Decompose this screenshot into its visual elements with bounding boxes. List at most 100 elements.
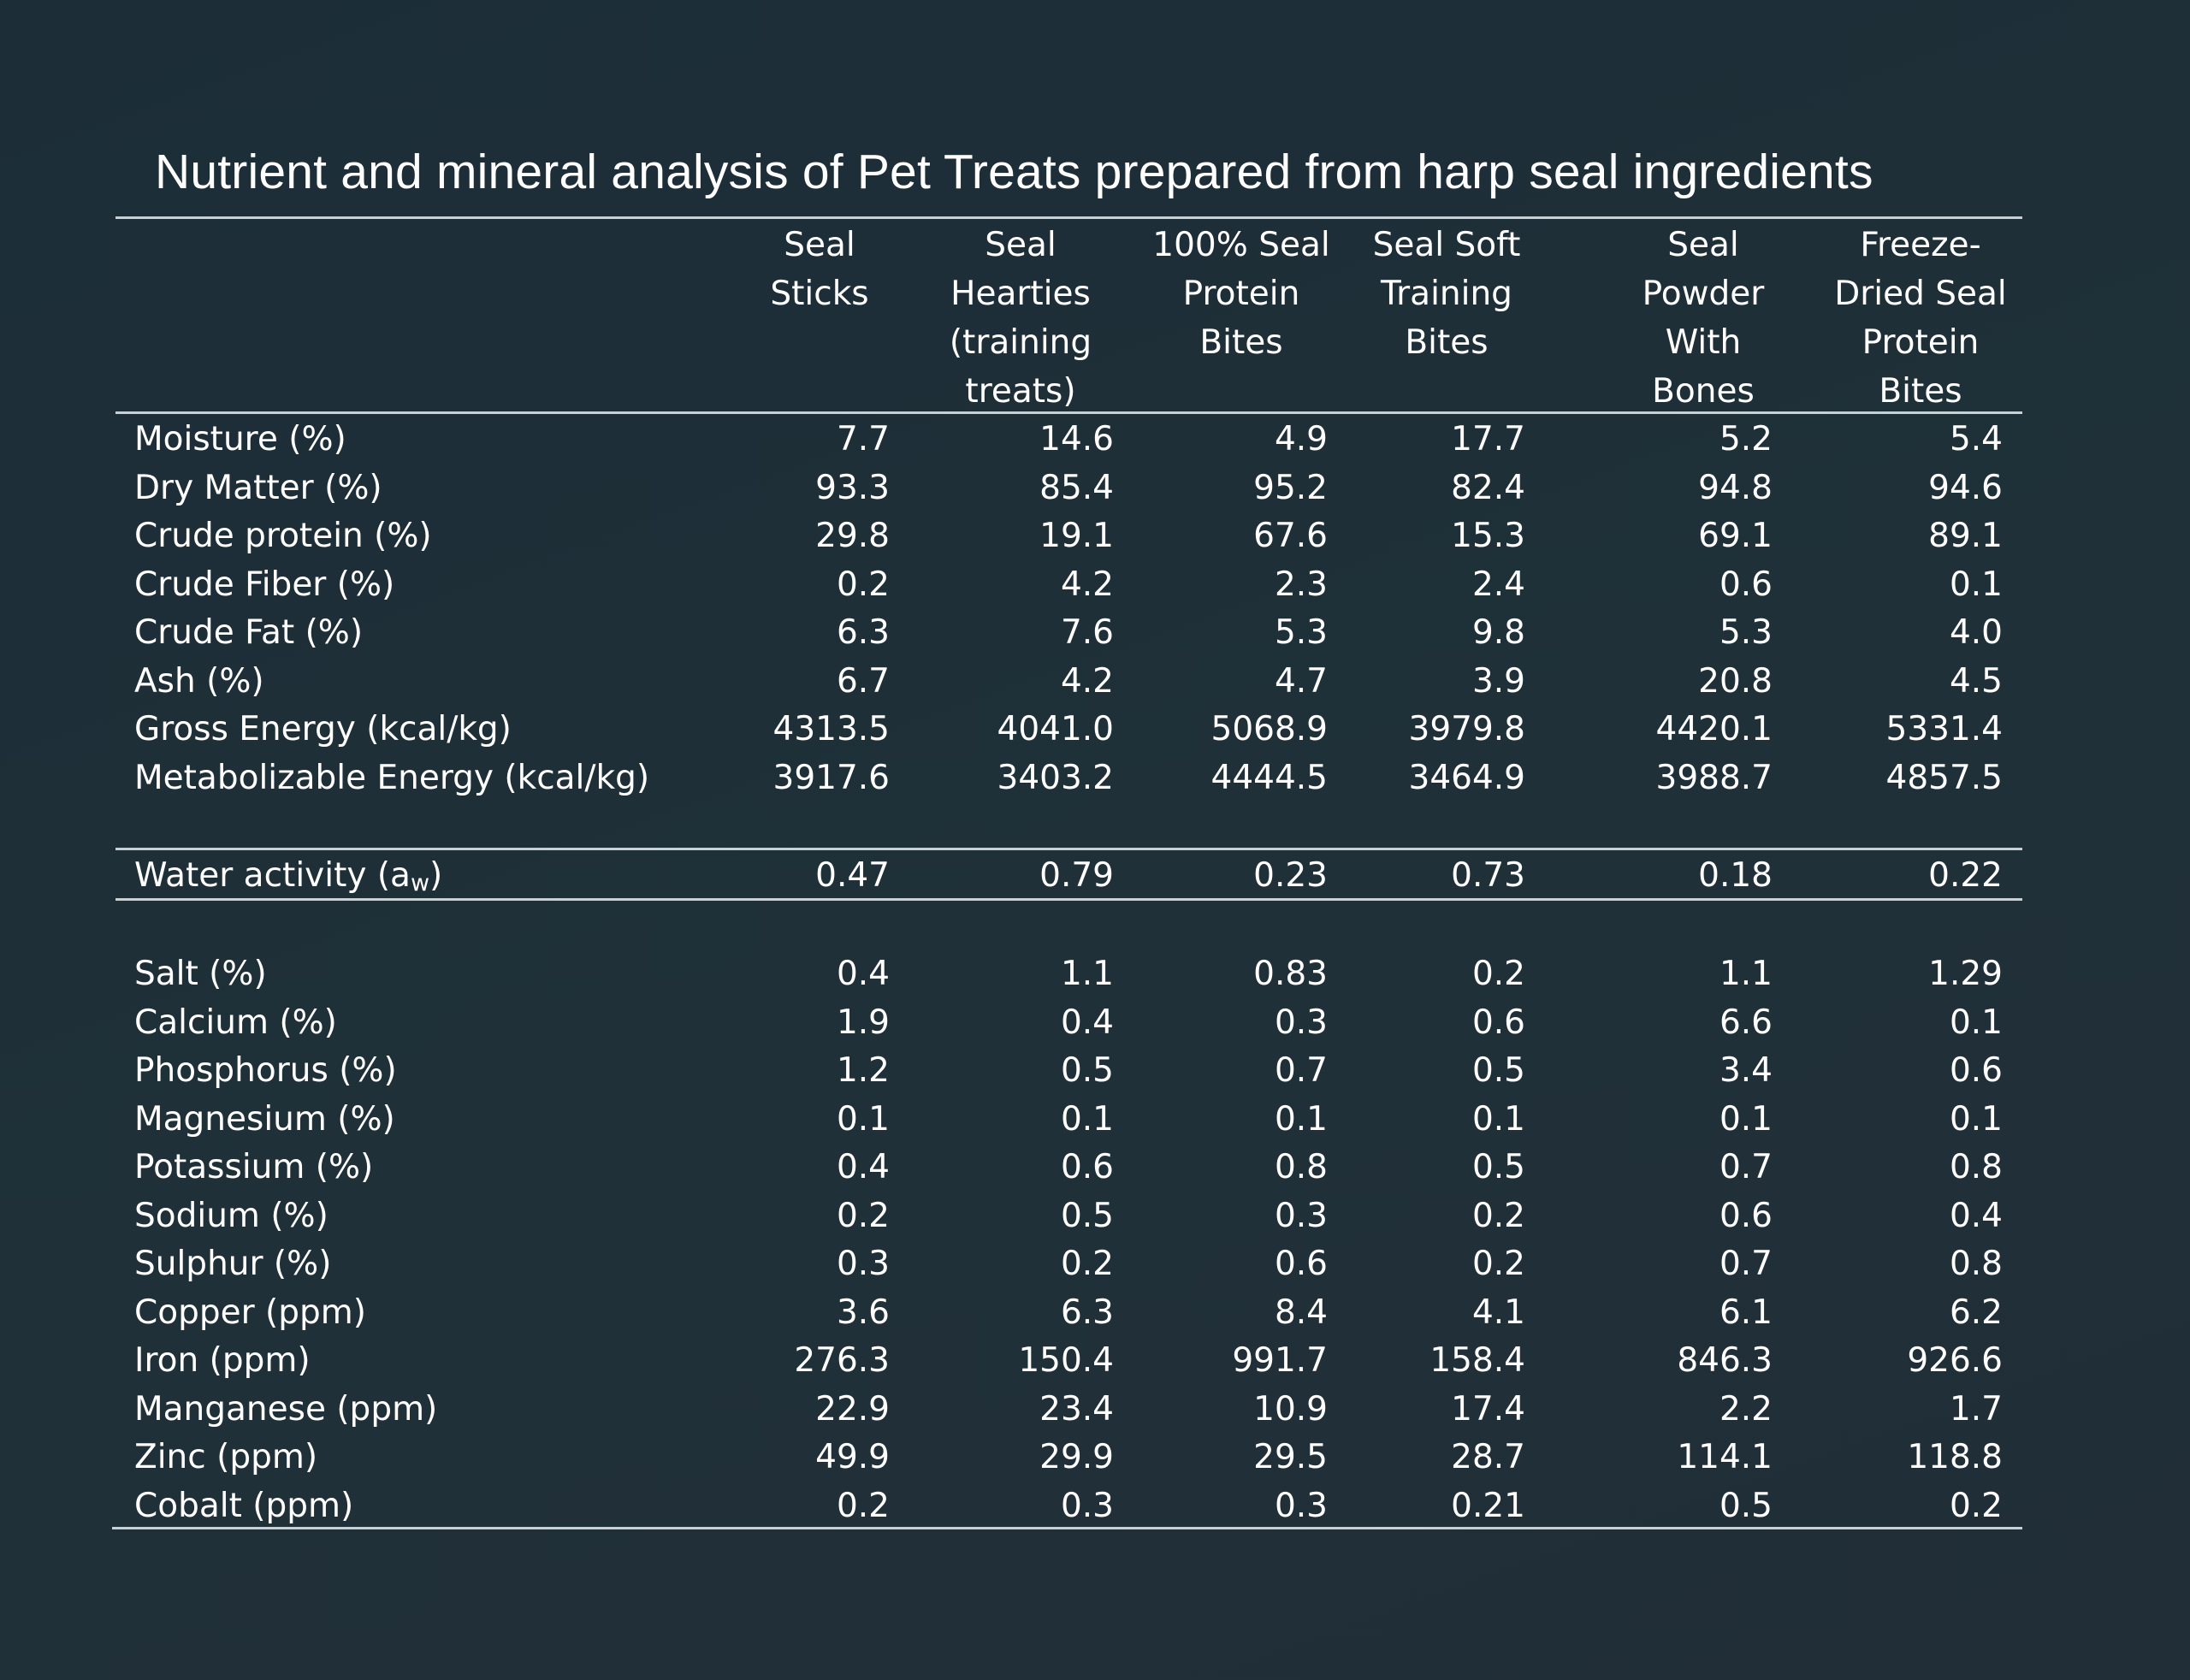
table-cell: 22.9 <box>815 1389 890 1429</box>
table-cell: 89.1 <box>1928 517 2003 555</box>
table-cell: 0.2 <box>836 1486 890 1525</box>
table-cell: 3.4 <box>1719 1051 1773 1090</box>
table-cell: 6.6 <box>1719 1003 1773 1042</box>
table-cell: 94.8 <box>1698 468 1773 507</box>
table-row: Phosphorus (%) 1.2 0.5 0.7 0.5 3.4 0.6 <box>0 1046 2190 1095</box>
table-cell: 150.4 <box>1018 1341 1114 1380</box>
row-label: Gross Energy (kcal/kg) <box>134 710 512 748</box>
table-cell: 1.1 <box>1060 955 1114 993</box>
row-label: Sodium (%) <box>134 1196 328 1235</box>
table-cell: 6.3 <box>1060 1293 1114 1332</box>
table-cell: 4.9 <box>1274 420 1328 458</box>
table-row: Iron (ppm) 276.3 150.4 991.7 158.4 846.3 926.6 <box>0 1336 2190 1385</box>
table-row: Magnesium (%) 0.1 0.1 0.1 0.1 0.1 0.1 <box>0 1095 2190 1144</box>
row-label: Metabolizable Energy (kcal/kg) <box>134 758 650 797</box>
table-cell: 2.3 <box>1274 565 1328 604</box>
table-cell: 20.8 <box>1698 661 1773 701</box>
table-cell: 4.5 <box>1949 661 2003 701</box>
table-row: Crude Fiber (%) 0.2 4.2 2.3 2.4 0.6 0.1 <box>0 560 2190 609</box>
table-cell: 0.3 <box>836 1245 890 1283</box>
row-label: Ash (%) <box>134 661 264 701</box>
table-cell: 1.2 <box>836 1051 890 1090</box>
row-label: Magnesium (%) <box>134 1099 395 1139</box>
table-cell: 3.6 <box>836 1293 890 1332</box>
table-cell: 0.2 <box>836 1196 890 1235</box>
water-activity-top-rule <box>115 848 2022 850</box>
table-cell: 4313.5 <box>772 710 890 748</box>
table-row: Potassium (%) 0.4 0.6 0.8 0.5 0.7 0.8 <box>0 1143 2190 1192</box>
table-row: Manganese (ppm) 22.9 23.4 10.9 17.4 2.2 1.7 <box>0 1385 2190 1434</box>
table-cell: 118.8 <box>1907 1438 2003 1476</box>
table-cell: 6.2 <box>1949 1293 2003 1332</box>
table-cell: 0.1 <box>836 1099 890 1139</box>
table-cell: 114.1 <box>1677 1438 1773 1476</box>
table-cell: 0.5 <box>1060 1196 1114 1235</box>
table-cell: 0.4 <box>836 955 890 993</box>
table-cell: 82.4 <box>1451 468 1525 507</box>
table-cell: 15.3 <box>1451 517 1525 555</box>
table-cell: 0.2 <box>1471 955 1525 993</box>
table-cell: 5.4 <box>1949 420 2003 458</box>
row-label: Potassium (%) <box>134 1148 374 1186</box>
table-cell: 9.8 <box>1471 613 1525 652</box>
column-header: Freeze- Dried Seal Protein Bites <box>1834 226 2007 411</box>
table-cell: 926.6 <box>1907 1341 2003 1380</box>
table-cell: 4.1 <box>1471 1293 1525 1332</box>
table-cell: 1.1 <box>1719 955 1773 993</box>
table-cell: 6.7 <box>836 661 890 701</box>
table-cell: 67.6 <box>1253 517 1328 555</box>
column-header: Seal Hearties (training treats) <box>949 226 1092 411</box>
table-cell: 4.2 <box>1060 661 1114 701</box>
table-cell: 0.3 <box>1274 1486 1328 1525</box>
table-cell: 1.29 <box>1928 955 2003 993</box>
table-cell: 3988.7 <box>1655 758 1773 797</box>
table-cell: 3917.6 <box>772 758 890 797</box>
row-label: Iron (ppm) <box>134 1341 311 1380</box>
table-cell: 0.83 <box>1253 955 1328 993</box>
row-label: Salt (%) <box>134 955 267 993</box>
table-cell: 0.8 <box>1274 1148 1328 1186</box>
row-label: Zinc (ppm) <box>134 1438 318 1476</box>
table-row: Sodium (%) 0.2 0.5 0.3 0.2 0.6 0.4 <box>0 1192 2190 1240</box>
table-cell: 29.8 <box>815 517 890 555</box>
table-cell: 4.2 <box>1060 565 1114 604</box>
table-cell: 2.4 <box>1471 565 1525 604</box>
table-cell: 7.7 <box>836 420 890 458</box>
row-label: Copper (ppm) <box>134 1293 366 1332</box>
table-cell: 17.4 <box>1451 1389 1525 1429</box>
table-cell: 0.3 <box>1274 1196 1328 1235</box>
row-label: Cobalt (ppm) <box>134 1486 354 1525</box>
row-label: Phosphorus (%) <box>134 1051 397 1090</box>
table-cell: 0.8 <box>1949 1148 2003 1186</box>
table-cell: 29.5 <box>1253 1438 1328 1476</box>
table-cell: 0.73 <box>1451 856 1525 895</box>
table-cell: 0.47 <box>815 856 890 895</box>
table-cell: 0.2 <box>1060 1245 1114 1283</box>
table-cell: 1.7 <box>1949 1389 2003 1429</box>
table-cell: 0.3 <box>1060 1486 1114 1525</box>
table-cell: 0.23 <box>1253 856 1328 895</box>
table-cell: 95.2 <box>1253 468 1328 507</box>
table-cell: 0.2 <box>836 565 890 604</box>
table-row: Zinc (ppm) 49.9 29.9 29.5 28.7 114.1 118.8 <box>0 1433 2190 1482</box>
row-label: Water activity (aw) <box>134 851 442 908</box>
table-cell: 4444.5 <box>1210 758 1328 797</box>
table-cell: 85.4 <box>1039 468 1114 507</box>
table-cell: 0.6 <box>1719 1196 1773 1235</box>
table-cell: 0.5 <box>1719 1486 1773 1525</box>
table-cell: 3979.8 <box>1408 710 1525 748</box>
row-label-text: Water activity (a <box>134 856 411 895</box>
header-bottom-rule <box>115 411 2022 414</box>
column-header: Seal Sticks <box>770 226 869 313</box>
table-cell: 23.4 <box>1039 1389 1114 1429</box>
table-cell: 0.1 <box>1274 1099 1328 1139</box>
table-cell: 49.9 <box>815 1438 890 1476</box>
table-cell: 0.22 <box>1928 856 2003 895</box>
table-cell: 0.8 <box>1949 1245 2003 1283</box>
table-cell: 0.1 <box>1949 565 2003 604</box>
table-cell: 276.3 <box>794 1341 890 1380</box>
table-cell: 93.3 <box>815 468 890 507</box>
table-row: Gross Energy (kcal/kg) 4313.5 4041.0 5068.9… <box>0 705 2190 754</box>
table-cell: 0.1 <box>1060 1099 1114 1139</box>
table-row: Cobalt (ppm) 0.2 0.3 0.3 0.21 0.5 0.2 <box>0 1482 2190 1530</box>
